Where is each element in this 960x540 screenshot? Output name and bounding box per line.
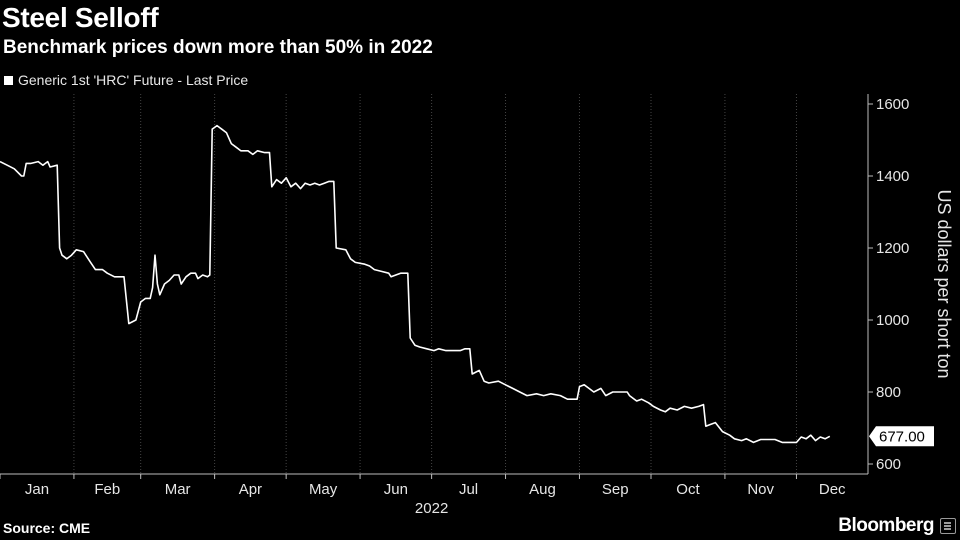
x-tick-label: Jun (384, 481, 408, 498)
terminal-icon (940, 518, 956, 534)
x-tick-label: Mar (165, 481, 191, 498)
x-tick-label: Jan (25, 481, 49, 498)
last-value-label: 677.00 (879, 428, 925, 445)
y-tick-label: 1200 (876, 240, 909, 257)
y-tick-label: 600 (876, 456, 901, 473)
bloomberg-logo: Bloomberg (838, 515, 934, 536)
y-tick-label: 1400 (876, 168, 909, 185)
legend-swatch (4, 75, 13, 85)
x-tick-label: Feb (94, 481, 120, 498)
x-tick-label: Dec (819, 481, 846, 498)
y-tick-label: 800 (876, 384, 901, 401)
chart-title: Steel Selloff (2, 2, 159, 33)
x-tick-label: Apr (239, 481, 262, 498)
x-tick-label: Sep (602, 481, 629, 498)
x-axis-year-label: 2022 (415, 500, 448, 517)
y-tick-label: 1600 (876, 96, 909, 113)
x-tick-label: Jul (459, 481, 478, 498)
series-line (0, 124, 831, 444)
x-tick-label: Aug (529, 481, 556, 498)
legend-label: Generic 1st 'HRC' Future - Last Price (18, 72, 249, 88)
last-value-box (869, 426, 934, 447)
source-note: Source: CME (3, 520, 91, 536)
y-axis-title: US dollars per short ton (934, 189, 954, 378)
x-tick-label: May (309, 481, 338, 498)
chart-subtitle: Benchmark prices down more than 50% in 2… (3, 37, 433, 58)
legend: Generic 1st 'HRC' Future - Last Price (4, 71, 248, 89)
y-tick-label: 1000 (876, 312, 909, 329)
x-tick-label: Nov (747, 481, 774, 498)
x-tick-label: Oct (676, 481, 700, 498)
